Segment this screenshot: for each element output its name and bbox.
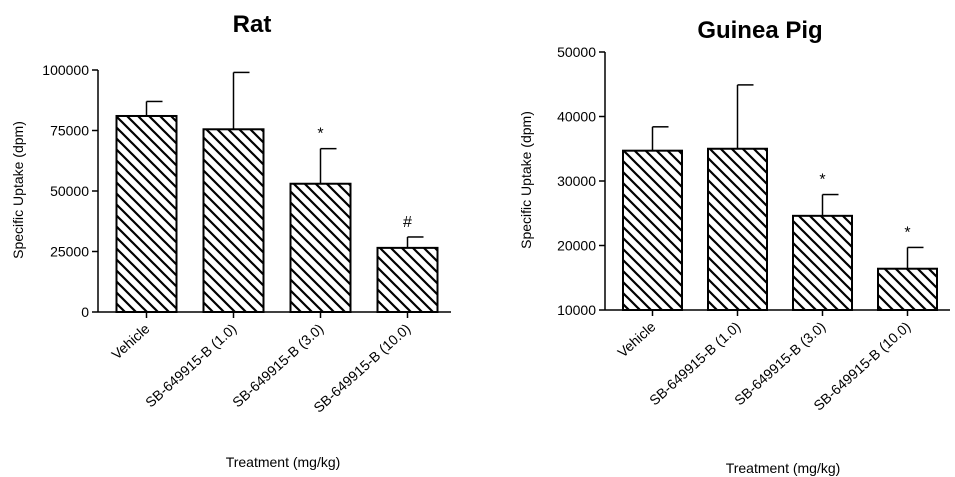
bar xyxy=(202,128,265,313)
significance-marker: * xyxy=(317,126,323,143)
y-tick-label: 50000 xyxy=(557,44,596,60)
y-tick-label: 75000 xyxy=(50,123,89,139)
y-tick-label: 10000 xyxy=(557,302,596,318)
y-axis-label: Specific Uptake (dpm) xyxy=(518,111,534,249)
y-tick-label: 20000 xyxy=(557,238,596,254)
y-tick-label: 40000 xyxy=(557,109,596,125)
rat-chart: Rat Specific Uptake (dpm) Treatment (mg/… xyxy=(10,11,451,470)
bar xyxy=(115,114,178,314)
y-tick-label: 0 xyxy=(81,304,89,320)
significance-marker: * xyxy=(819,172,825,189)
y-tick-label: 50000 xyxy=(50,183,89,199)
bar xyxy=(707,147,768,311)
x-axis-label: Treatment (mg/kg) xyxy=(726,460,841,476)
x-tick-label: Vehicle xyxy=(108,320,152,362)
y-axis-label: Specific Uptake (dpm) xyxy=(10,121,26,259)
y-tick-label: 25000 xyxy=(50,244,89,260)
x-tick-label: SB-649915-B (3.0) xyxy=(229,320,326,410)
bar xyxy=(622,149,683,311)
y-tick-label: 30000 xyxy=(557,173,596,189)
plot-area: 1000020000300004000050000VehicleSB-64991… xyxy=(557,44,950,414)
x-tick-label: SB-649915-B (3.0) xyxy=(731,318,828,408)
significance-marker: * xyxy=(904,224,910,241)
x-tick-label: SB-649915-B (10.0) xyxy=(310,320,413,415)
bar xyxy=(792,214,853,311)
chart-title: Guinea Pig xyxy=(697,17,822,44)
bar xyxy=(289,182,352,313)
x-axis-label: Treatment (mg/kg) xyxy=(226,454,341,470)
x-tick-label: Vehicle xyxy=(614,318,658,360)
x-tick-label: SB-649915-B (1.0) xyxy=(142,320,239,410)
bar xyxy=(376,246,439,313)
significance-marker: # xyxy=(403,214,412,231)
x-tick-label: SB-649915-B (1.0) xyxy=(646,318,743,408)
y-tick-label: 100000 xyxy=(42,62,89,78)
bar xyxy=(877,267,938,311)
guinea-pig-chart: Guinea Pig Specific Uptake (dpm) Treatme… xyxy=(518,17,950,476)
chart-title: Rat xyxy=(233,11,272,38)
plot-area: 0250005000075000100000VehicleSB-649915-B… xyxy=(42,62,451,416)
